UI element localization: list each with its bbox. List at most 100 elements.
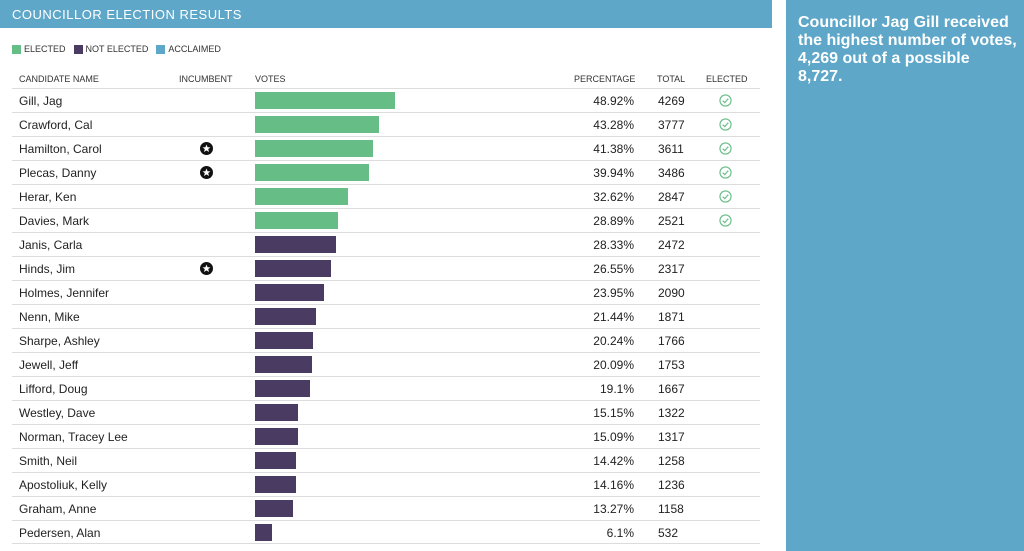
table-row: Lifford, Doug 19.1% 1667	[12, 376, 760, 400]
elected-check-icon	[719, 166, 732, 179]
candidate-name: Crawford, Cal	[19, 118, 93, 132]
table-row: Crawford, Cal 43.28% 3777	[12, 112, 760, 136]
candidate-name: Hamilton, Carol	[19, 142, 102, 156]
candidate-name: Jewell, Jeff	[19, 358, 79, 372]
vote-bar	[255, 452, 296, 469]
legend-item-elected: ELECTED	[12, 44, 66, 54]
candidate-name: Davies, Mark	[19, 214, 90, 228]
table-row: Westley, Dave 15.15% 1322	[12, 400, 760, 424]
candidate-name: Apostoliuk, Kelly	[19, 478, 108, 492]
table-row: Sharpe, Ashley 20.24% 1766	[12, 328, 760, 352]
chart-legend: ELECTED NOT ELECTED ACCLAIMED	[12, 43, 229, 55]
table-row: Graham, Anne 13.27% 1158	[12, 496, 760, 520]
vote-total: 1871	[658, 310, 685, 324]
candidate-name: Hinds, Jim	[19, 262, 76, 276]
vote-total: 3777	[658, 118, 685, 132]
table-row: Davies, Mark 28.89% 2521	[12, 208, 760, 232]
column-header-incumbent: INCUMBENT	[179, 74, 233, 84]
candidate-name: Nenn, Mike	[19, 310, 80, 324]
vote-bar	[255, 164, 369, 181]
vote-bar	[255, 356, 312, 373]
legend-label-not-elected: NOT ELECTED	[85, 44, 149, 54]
column-header-total: TOTAL	[657, 74, 686, 84]
vote-total: 1322	[658, 406, 685, 420]
vote-percentage: 28.89%	[593, 214, 634, 228]
column-header-votes: VOTES	[255, 74, 286, 84]
candidate-name: Sharpe, Ashley	[19, 334, 100, 348]
vote-total: 1667	[658, 382, 685, 396]
table-row: Herar, Ken 32.62% 2847	[12, 184, 760, 208]
vote-bar	[255, 212, 338, 229]
vote-percentage: 15.09%	[593, 430, 634, 444]
vote-percentage: 19.1%	[599, 382, 634, 396]
vote-percentage: 43.28%	[593, 118, 634, 132]
candidate-name: Pedersen, Alan	[19, 526, 101, 540]
vote-percentage: 39.94%	[593, 166, 634, 180]
vote-percentage: 21.44%	[593, 310, 634, 324]
vote-total: 2090	[658, 286, 685, 300]
vote-bar	[255, 500, 293, 517]
candidate-name: Smith, Neil	[19, 454, 78, 468]
vote-percentage: 28.33%	[593, 238, 634, 252]
vote-percentage: 15.15%	[593, 406, 634, 420]
vote-percentage: 6.1%	[606, 526, 634, 540]
vote-total: 1766	[658, 334, 685, 348]
results-title: COUNCILLOR ELECTION RESULTS	[12, 7, 242, 22]
vote-total: 3611	[658, 142, 684, 156]
vote-bar	[255, 284, 324, 301]
legend-item-not-elected: NOT ELECTED	[73, 44, 149, 54]
vote-total: 1753	[658, 358, 685, 372]
elected-check-icon	[719, 94, 732, 107]
candidate-name: Norman, Tracey Lee	[19, 430, 128, 444]
candidate-name: Gill, Jag	[19, 94, 63, 108]
elected-check-icon	[719, 142, 732, 155]
column-header-percentage: PERCENTAGE	[574, 74, 636, 84]
column-header-candidate: CANDIDATE NAME	[19, 74, 99, 84]
vote-bar	[255, 236, 336, 253]
vote-bar	[255, 380, 310, 397]
table-row: Janis, Carla 28.33% 2472	[12, 232, 760, 256]
table-row: Plecas, Danny 39.94% 3486	[12, 160, 760, 184]
legend-swatch-not-elected	[73, 44, 83, 54]
incumbent-star-icon	[200, 166, 213, 179]
vote-total: 2847	[658, 190, 685, 204]
candidate-name: Westley, Dave	[19, 406, 96, 420]
table-row: Jewell, Jeff 20.09% 1753	[12, 352, 760, 376]
vote-percentage: 41.38%	[593, 142, 634, 156]
vote-bar	[255, 188, 348, 205]
legend-item-acclaimed: ACCLAIMED	[156, 44, 221, 54]
legend-swatch-elected	[12, 44, 21, 54]
vote-total: 1317	[658, 430, 685, 444]
incumbent-star-icon	[200, 142, 213, 155]
vote-total: 4269	[658, 94, 685, 108]
vote-bar	[255, 524, 272, 541]
vote-total: 2317	[658, 262, 685, 276]
table-row: Nenn, Mike 21.44% 1871	[12, 304, 760, 328]
table-row: Norman, Tracey Lee 15.09% 1317	[12, 424, 760, 448]
vote-bar	[255, 308, 316, 325]
vote-percentage: 23.95%	[593, 286, 634, 300]
candidate-name: Lifford, Doug	[19, 382, 88, 396]
column-header-elected: ELECTED	[706, 74, 748, 84]
vote-total: 2472	[658, 238, 685, 252]
elected-check-icon	[719, 214, 732, 227]
vote-total: 532	[658, 526, 679, 540]
vote-bar	[255, 428, 298, 445]
incumbent-star-icon	[200, 262, 213, 275]
vote-percentage: 48.92%	[593, 94, 634, 108]
table-row: Hinds, Jim 26.55% 2317	[12, 256, 760, 280]
vote-bar	[255, 116, 379, 133]
results-panel: COUNCILLOR ELECTION RESULTS ELECTED NOT …	[0, 0, 772, 544]
candidate-name: Holmes, Jennifer	[19, 286, 110, 300]
table-row: Holmes, Jennifer 23.95% 2090	[12, 280, 760, 304]
vote-percentage: 26.55%	[593, 262, 634, 276]
vote-percentage: 14.42%	[593, 454, 634, 468]
table-row: Pedersen, Alan 6.1% 532	[12, 520, 760, 544]
table-row: Apostoliuk, Kelly 14.16% 1236	[12, 472, 760, 496]
vote-total: 1258	[658, 454, 685, 468]
vote-bar	[255, 140, 373, 157]
vote-total: 1158	[658, 502, 684, 516]
results-header: COUNCILLOR ELECTION RESULTS	[0, 0, 772, 28]
elected-check-icon	[719, 118, 732, 131]
candidate-name: Plecas, Danny	[19, 166, 97, 180]
